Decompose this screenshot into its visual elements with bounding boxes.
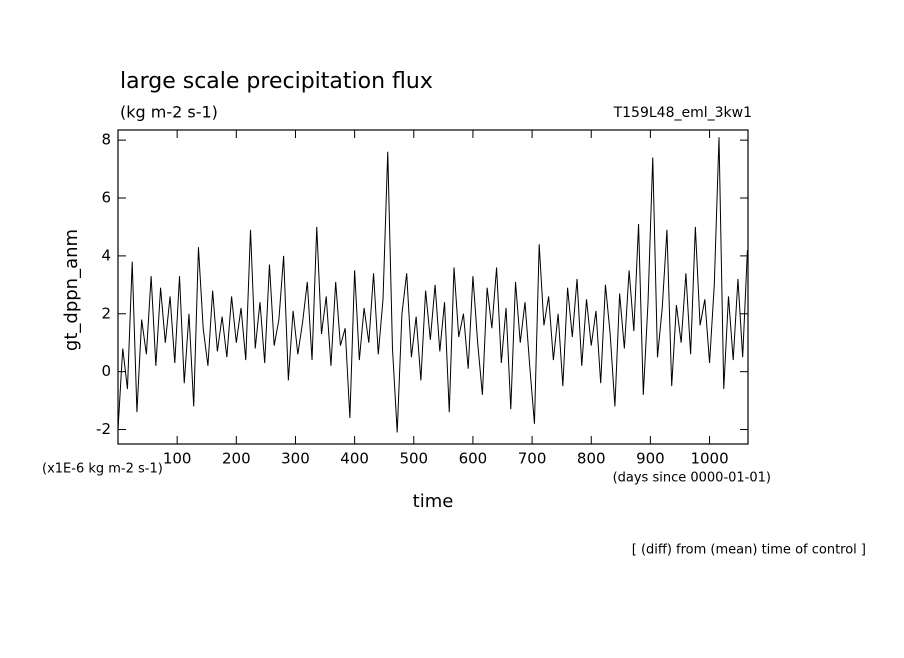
- experiment-label: T159L48_eml_3kw1: [613, 105, 752, 121]
- data-line: [117, 137, 748, 433]
- chart-subtitle: (kg m-2 s-1): [120, 103, 218, 122]
- y-tick-label: 4: [101, 246, 111, 264]
- y-tick-label: -2: [96, 420, 111, 438]
- x-unit: (days since 0000-01-01): [613, 471, 771, 486]
- x-tick-label: 300: [281, 450, 310, 468]
- y-tick-label: 2: [101, 304, 111, 322]
- x-tick-label: 1000: [690, 450, 728, 468]
- x-tick-label: 600: [459, 450, 488, 468]
- chart-title: large scale precipitation flux: [120, 69, 433, 94]
- y-tick-label: 0: [101, 362, 111, 380]
- x-tick-label: 100: [163, 450, 192, 468]
- note: [ (diff) from (mean) time of control ]: [632, 543, 866, 558]
- x-tick-label: 400: [340, 450, 369, 468]
- x-tick-label: 900: [636, 450, 665, 468]
- x-tick-label: 200: [222, 450, 251, 468]
- x-tick-label: 700: [518, 450, 547, 468]
- y-unit: (x1E-6 kg m-2 s-1): [42, 462, 163, 477]
- y-axis-label: gt_dppn_anm: [61, 229, 82, 351]
- y-tick-label: 6: [101, 189, 111, 207]
- x-axis-label: time: [413, 491, 454, 512]
- x-tick-label: 800: [577, 450, 606, 468]
- plot-frame: [117, 129, 749, 445]
- y-tick-label: 8: [101, 131, 111, 149]
- x-tick-label: 500: [399, 450, 428, 468]
